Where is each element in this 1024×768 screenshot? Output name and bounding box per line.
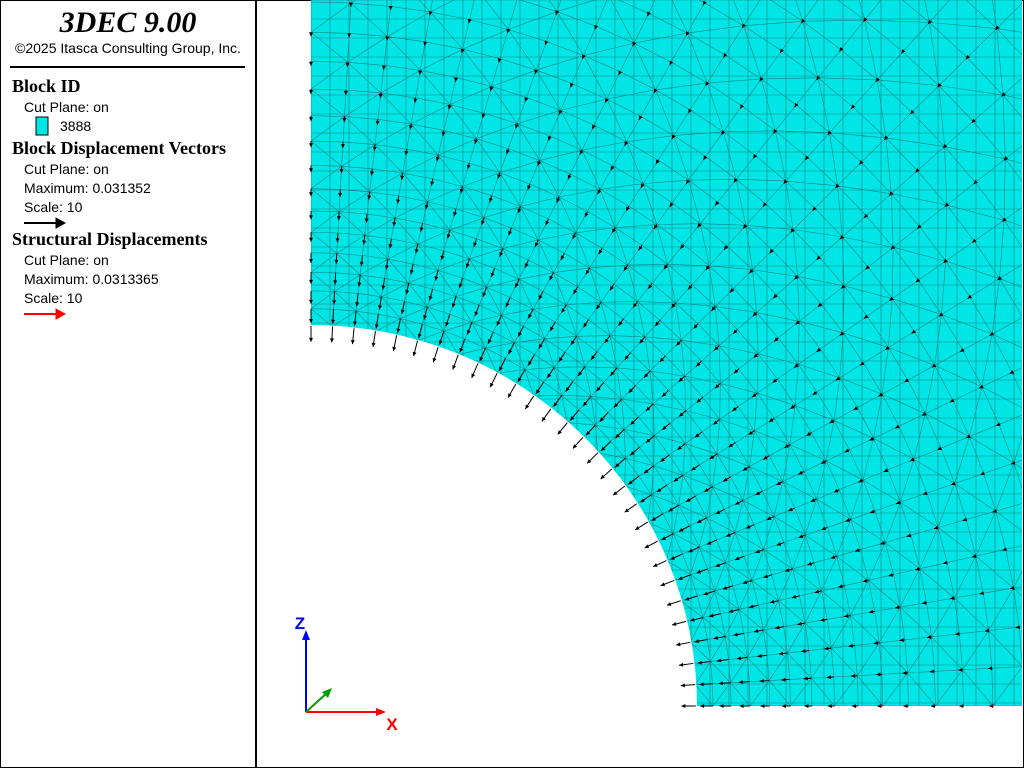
- legend-text: Maximum: 0.031352: [24, 180, 151, 196]
- legend-title: Block ID: [12, 76, 81, 96]
- axis-label: X: [386, 715, 398, 734]
- app-title: 3DEC 9.00: [59, 6, 197, 39]
- legend-text: Cut Plane: on: [24, 161, 109, 177]
- legend-swatch: [35, 116, 49, 136]
- legend-arrow: [24, 217, 67, 229]
- legend-text: 3888: [60, 118, 91, 134]
- copyright: ©2025 Itasca Consulting Group, Inc.: [15, 40, 241, 56]
- legend-text: Cut Plane: on: [24, 99, 109, 115]
- mesh: [311, 0, 1022, 706]
- legend-text: Maximum: 0.0313365: [24, 271, 159, 287]
- legend-text: Scale: 10: [24, 199, 83, 215]
- legend-title: Structural Displacements: [12, 229, 207, 249]
- axis-triad: Z X: [295, 614, 399, 734]
- legend-title: Block Displacement Vectors: [12, 138, 226, 158]
- mesh-lines: [311, 0, 1022, 706]
- legend-arrow: [24, 308, 67, 320]
- legend-text: Cut Plane: on: [24, 252, 109, 268]
- legend-text: Scale: 10: [24, 290, 83, 306]
- axis-label: Z: [295, 614, 305, 633]
- displacement-vectors: [309, 0, 1021, 708]
- block: [311, 0, 1022, 706]
- model-view: [309, 0, 1022, 708]
